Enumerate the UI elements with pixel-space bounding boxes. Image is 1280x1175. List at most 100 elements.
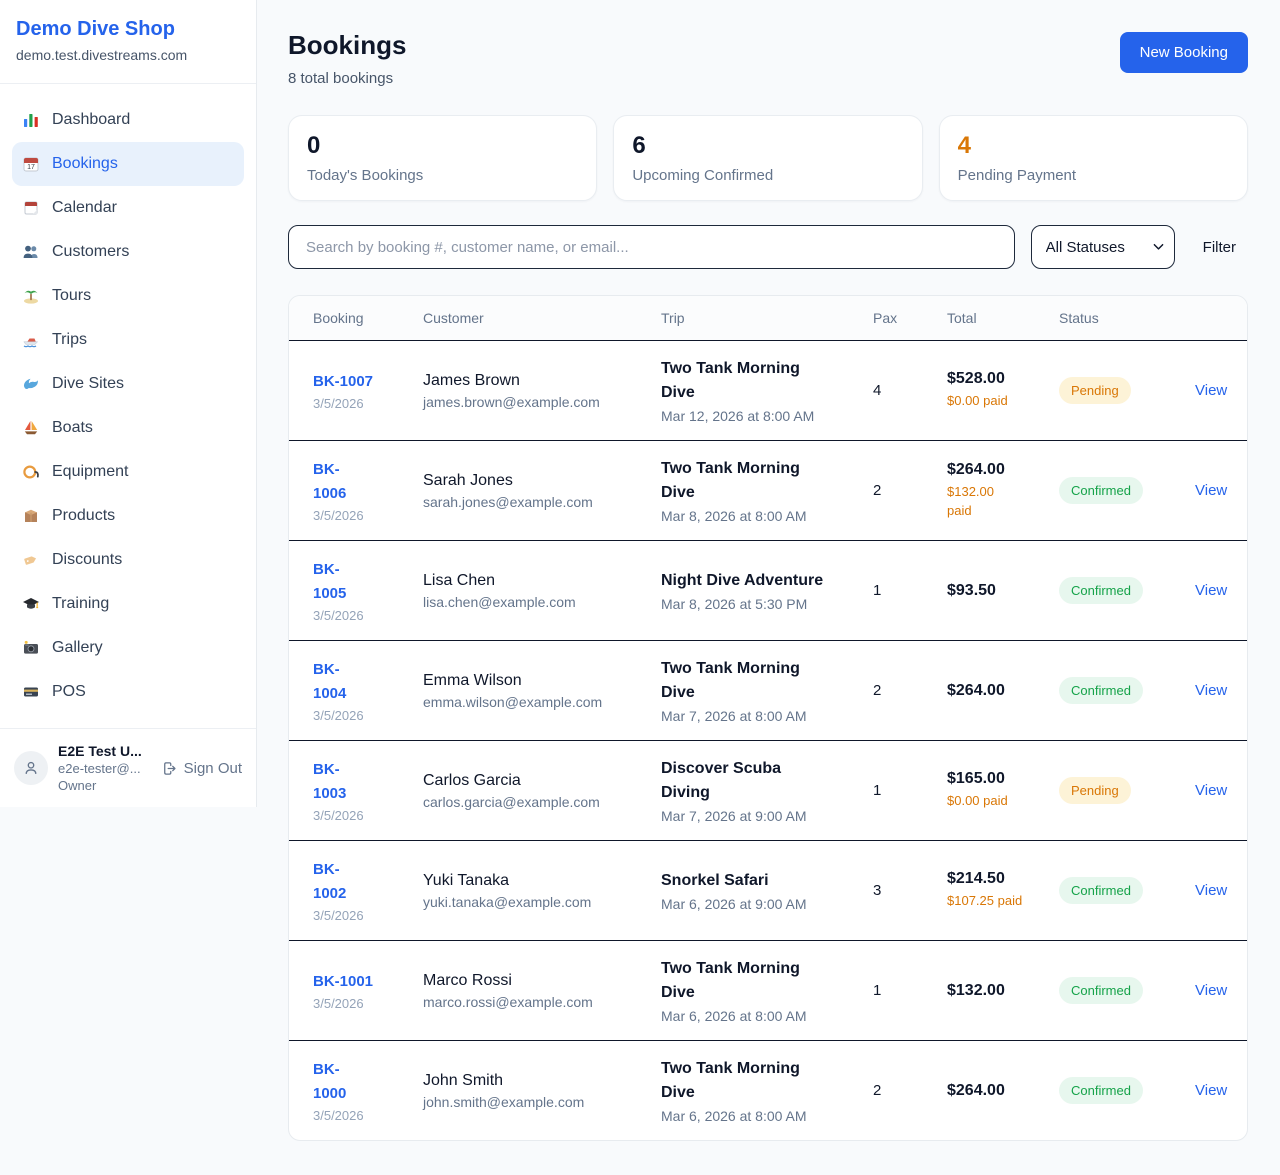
customer-email: lisa.chen@example.com: [423, 593, 576, 610]
wave-icon: [22, 375, 40, 393]
booking-created-date: 3/5/2026: [313, 607, 364, 623]
svg-text:17: 17: [27, 164, 35, 171]
trip-name: Two Tank Morning Dive: [661, 660, 800, 701]
sign-out-button[interactable]: Sign Out: [161, 760, 242, 777]
paid-amount: $107.25 paid: [947, 893, 1023, 909]
customer-name: Yuki Tanaka: [423, 871, 509, 889]
table-row: BK-1007 3/5/2026 James Brown james.brown…: [289, 340, 1247, 440]
sidebar-item-products[interactable]: Products: [12, 494, 244, 538]
booking-id-link[interactable]: BK- 1002: [313, 861, 347, 902]
trip-datetime: Mar 7, 2026 at 8:00 AM: [661, 708, 807, 724]
sidebar-item-tours[interactable]: Tours: [12, 274, 244, 318]
sidebar-item-bookings[interactable]: 17 Bookings: [12, 142, 244, 186]
status-select-wrap: All Statuses: [1030, 225, 1175, 269]
status-badge: Pending: [1059, 377, 1131, 404]
bookings-calendar-icon: 17: [22, 155, 40, 173]
pax-count: 2: [873, 482, 882, 499]
col-pax: Pax: [873, 310, 898, 326]
stat-card: 6 Upcoming Confirmed: [613, 115, 923, 201]
customer-email: emma.wilson@example.com: [423, 693, 603, 710]
table-header-row: Booking Customer Trip Pax Total Status: [289, 296, 1247, 340]
view-link[interactable]: View: [1195, 981, 1228, 999]
speedboat-icon: [22, 331, 40, 349]
sidebar-item-dashboard[interactable]: Dashboard: [12, 98, 244, 142]
pax-count: 1: [873, 582, 882, 599]
booking-id-link[interactable]: BK- 1005: [313, 561, 347, 602]
total-amount: $264.00: [947, 1081, 1005, 1099]
view-link[interactable]: View: [1195, 381, 1228, 399]
booking-id-link[interactable]: BK- 1006: [313, 461, 347, 502]
camera-icon: [22, 639, 40, 657]
customer-email: sarah.jones@example.com: [423, 493, 593, 510]
paid-amount: $0.00 paid: [947, 393, 1008, 409]
sidebar-item-dive-sites[interactable]: Dive Sites: [12, 362, 244, 406]
table-body: BK-1007 3/5/2026 James Brown james.brown…: [289, 340, 1247, 1140]
col-booking: Booking: [313, 310, 364, 326]
tear-calendar-icon: [22, 199, 40, 217]
booking-id-link[interactable]: BK- 1003: [313, 761, 347, 802]
total-amount: $264.00: [947, 681, 1005, 699]
user-info: E2E Test U... e2e-tester@... Owner: [58, 743, 151, 793]
total-amount: $214.50: [947, 870, 1005, 888]
status-badge: Confirmed: [1059, 877, 1143, 904]
status-badge: Confirmed: [1059, 477, 1143, 504]
paid-amount: $0.00 paid: [947, 793, 1008, 809]
sidebar: Demo Dive Shop demo.test.divestreams.com…: [0, 0, 257, 807]
customer-email: james.brown@example.com: [423, 393, 600, 410]
user-name: E2E Test U...: [58, 743, 142, 759]
pax-count: 4: [873, 382, 882, 399]
view-link[interactable]: View: [1195, 881, 1228, 899]
trip-name: Two Tank Morning Dive: [661, 460, 800, 501]
trip-datetime: Mar 6, 2026 at 8:00 AM: [661, 1108, 807, 1124]
booking-created-date: 3/5/2026: [313, 907, 364, 923]
graduation-cap-icon: [22, 595, 40, 613]
filter-button[interactable]: Filter: [1191, 239, 1248, 256]
island-icon: [22, 287, 40, 305]
view-link[interactable]: View: [1195, 1081, 1228, 1099]
customer-email: marco.rossi@example.com: [423, 993, 593, 1010]
shop-header: Demo Dive Shop demo.test.divestreams.com: [0, 0, 256, 84]
customer-name: James Brown: [423, 371, 520, 389]
customer-name: Marco Rossi: [423, 971, 512, 989]
new-booking-button[interactable]: New Booking: [1119, 32, 1248, 73]
booking-created-date: 3/5/2026: [313, 1107, 364, 1123]
sailboat-icon: [22, 419, 40, 437]
col-customer: Customer: [423, 310, 484, 326]
booking-id-link[interactable]: BK- 1000: [313, 1061, 347, 1102]
booking-id-link[interactable]: BK- 1004: [313, 661, 347, 702]
pax-count: 2: [873, 1082, 882, 1099]
sidebar-nav: Dashboard 17 Bookings Calendar Customers…: [0, 84, 256, 728]
search-input[interactable]: [288, 225, 1015, 269]
stats-row: 0 Today's Bookings 6 Upcoming Confirmed …: [288, 115, 1248, 201]
customer-email: carlos.garcia@example.com: [423, 793, 600, 810]
view-link[interactable]: View: [1195, 681, 1228, 699]
trip-datetime: Mar 7, 2026 at 9:00 AM: [661, 808, 807, 824]
booking-id-link[interactable]: BK-1001: [313, 972, 374, 990]
sidebar-item-equipment[interactable]: Equipment: [12, 450, 244, 494]
booking-id-link[interactable]: BK-1007: [313, 372, 374, 390]
stat-value: 0: [307, 132, 321, 159]
booking-created-date: 3/5/2026: [313, 507, 364, 523]
sidebar-item-training[interactable]: Training: [12, 582, 244, 626]
filter-row: All Statuses Filter: [288, 225, 1248, 269]
sidebar-item-trips[interactable]: Trips: [12, 318, 244, 362]
sidebar-item-gallery[interactable]: Gallery: [12, 626, 244, 670]
stat-label: Upcoming Confirmed: [632, 167, 774, 184]
view-link[interactable]: View: [1195, 481, 1228, 499]
sidebar-item-pos[interactable]: POS: [12, 670, 244, 714]
credit-card-icon: [22, 683, 40, 701]
status-select[interactable]: All Statuses: [1030, 225, 1175, 269]
customer-name: Carlos Garcia: [423, 771, 521, 789]
view-link[interactable]: View: [1195, 781, 1228, 799]
sidebar-item-customers[interactable]: Customers: [12, 230, 244, 274]
sidebar-item-calendar[interactable]: Calendar: [12, 186, 244, 230]
view-link[interactable]: View: [1195, 581, 1228, 599]
status-badge: Pending: [1059, 777, 1131, 804]
trip-datetime: Mar 8, 2026 at 5:30 PM: [661, 596, 808, 612]
sidebar-item-discounts[interactable]: Discounts: [12, 538, 244, 582]
trip-datetime: Mar 6, 2026 at 8:00 AM: [661, 1008, 807, 1024]
status-badge: Confirmed: [1059, 677, 1143, 704]
sidebar-item-boats[interactable]: Boats: [12, 406, 244, 450]
trip-name: Night Dive Adventure: [661, 572, 824, 589]
col-trip: Trip: [661, 310, 685, 326]
